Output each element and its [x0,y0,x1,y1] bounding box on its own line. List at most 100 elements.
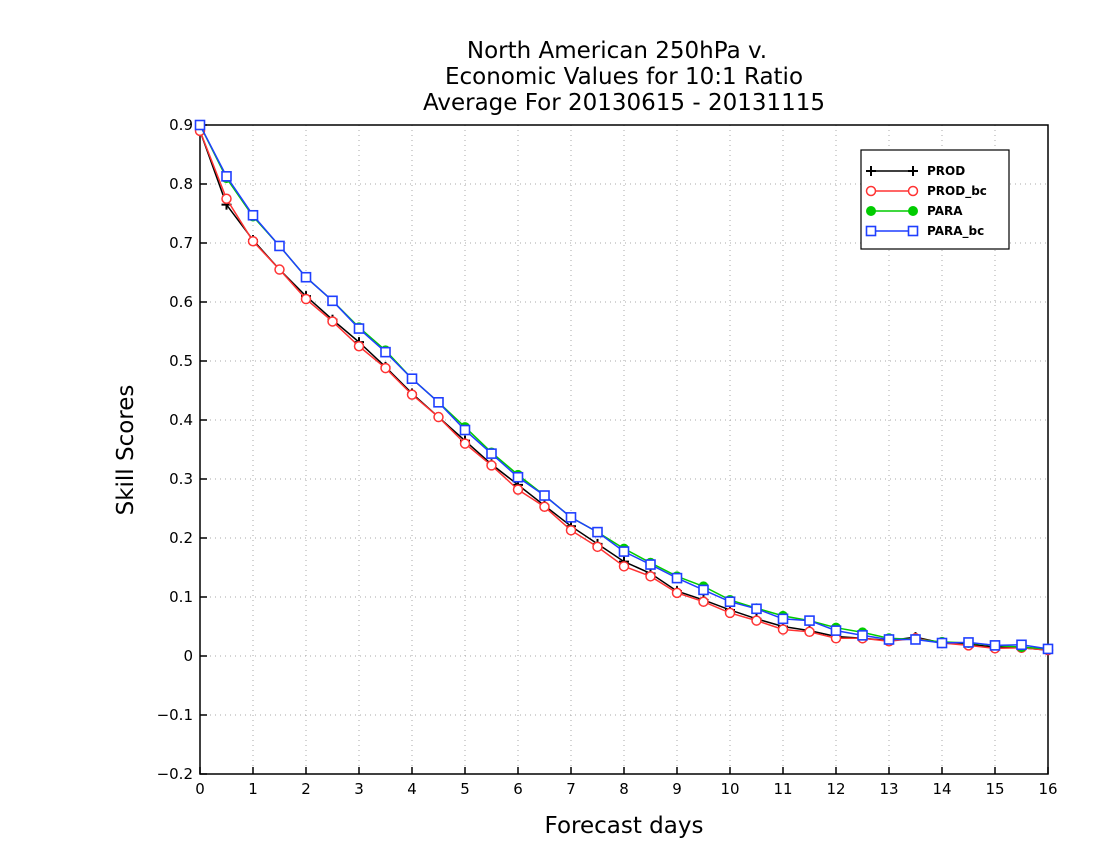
data-point [751,615,762,626]
data-point [698,584,709,596]
y-tick-label: 0.2 [169,529,193,547]
data-point [645,571,656,582]
data-point [221,193,232,204]
y-tick-label: 0 [183,647,193,665]
data-point [724,596,736,608]
y-tick-label: 0.4 [169,411,193,429]
x-tick-label: 5 [460,780,470,798]
data-point [433,411,444,423]
data-point [300,271,312,283]
x-tick-label: 9 [672,780,682,798]
data-point [671,587,683,599]
x-tick-label: 12 [826,780,845,798]
legend-label: PARA [927,204,963,218]
data-point [247,209,259,221]
data-point [908,206,918,216]
x-tick-label: 14 [932,780,951,798]
data-point [910,634,921,645]
series-para-bc [194,119,1054,655]
y-tick-label: 0.1 [169,588,193,606]
data-point [592,541,603,553]
data-point [883,634,895,645]
data-point [221,171,232,182]
data-point [936,637,948,649]
data-point [1042,643,1054,655]
y-axis-label: Skill Scores [113,385,139,516]
chart-title-line-3: Average For 20130615 - 20131115 [423,90,825,116]
data-point [512,484,524,495]
data-point [592,526,603,538]
y-tick-label: 0.7 [169,234,193,252]
y-tick-label: 0.5 [169,352,193,370]
data-point [724,607,736,619]
data-point [866,206,876,216]
data-point [274,240,285,252]
data-point [274,264,285,275]
x-tick-label: 10 [720,780,739,798]
legend-item-para: PARA [866,204,963,218]
x-tick-label: 7 [566,780,576,798]
data-point [907,225,919,237]
x-tick-label: 16 [1038,780,1057,798]
data-point [194,119,206,131]
axis-ticks: 0 1 2 3 4 5 6 7 8 9 10 11 12 13 14 15 16−0.2−0.100.10.20… [157,116,1058,798]
legend: PROD PROD_bc PARA PARA_bc [860,149,1010,250]
data-point [327,316,338,327]
data-point [865,185,877,197]
legend-item-prod-bc: PROD_bc [865,184,987,199]
data-point [645,559,656,570]
data-point [353,323,365,334]
data-point [353,341,365,352]
legend-label: PARA_bc [927,224,984,239]
data-point [777,624,789,635]
y-tick-label: −0.1 [157,706,193,724]
data-point [565,512,577,523]
data-point [406,389,418,400]
data-point [671,572,683,584]
x-tick-label: 15 [985,780,1004,798]
data-point [459,424,471,436]
x-tick-label: 2 [301,780,311,798]
data-point [698,596,709,607]
data-point [618,546,630,557]
data-point [459,438,471,449]
legend-label: PROD [927,164,965,178]
y-tick-label: 0.9 [169,116,193,134]
x-tick-label: 11 [773,780,792,798]
data-point [486,448,497,459]
data-point [539,490,550,501]
y-tick-label: 0.3 [169,470,193,488]
legend-item-para-bc: PARA_bc [865,224,984,239]
data-point [380,362,391,374]
data-point [907,185,919,197]
data-point [247,235,259,247]
data-point [751,603,762,615]
series-group [194,119,1054,656]
grid-lines [200,125,1048,774]
data-point [866,166,876,176]
x-tick-label: 13 [879,780,898,798]
x-tick-label: 4 [407,780,417,798]
data-point [777,613,789,625]
data-point [539,501,550,512]
data-point [512,471,524,483]
x-tick-label: 1 [248,780,258,798]
data-point [486,460,497,471]
x-tick-label: 0 [195,780,205,798]
data-point [565,525,577,536]
x-tick-label: 8 [619,780,629,798]
data-point [618,561,630,572]
y-tick-label: −0.2 [157,765,193,783]
legend-label: PROD_bc [927,184,987,199]
y-tick-label: 0.6 [169,293,193,311]
x-tick-label: 6 [513,780,523,798]
data-point [804,626,815,638]
legend-box [860,149,1010,250]
data-point [830,625,842,636]
legend-item-prod: PROD [866,164,965,178]
data-point [804,615,815,626]
data-point [406,373,418,385]
data-point [433,396,444,408]
chart-title-line-1: North American 250hPa v. [467,38,767,64]
